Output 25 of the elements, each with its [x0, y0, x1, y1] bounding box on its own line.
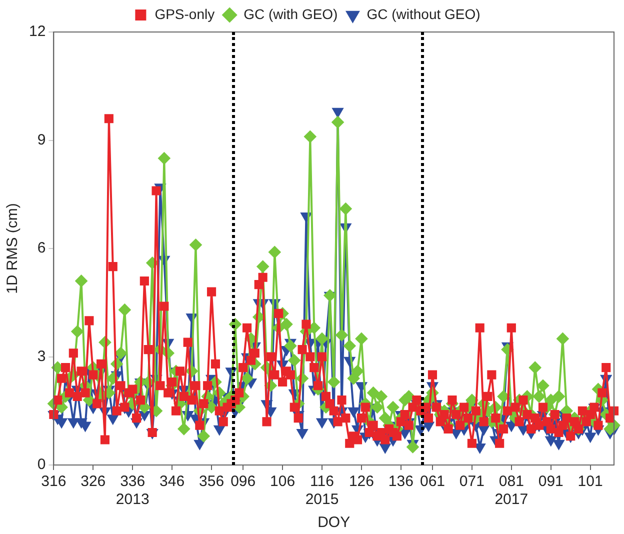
y-tick-label: 0 [37, 456, 46, 474]
x-tick-label: 346 [160, 473, 185, 490]
x-axis-title: DOY [318, 514, 350, 532]
legend-label: GPS-only [154, 6, 215, 22]
legend-label: GC (with GEO) [244, 6, 338, 22]
x-tick-label: 126 [348, 473, 374, 490]
y-tick-label: 6 [37, 240, 46, 257]
y-tick-label: 9 [37, 131, 46, 148]
y-tick-label: 3 [37, 348, 46, 365]
x-tick-label: 106 [270, 473, 296, 490]
y-tick-label: 12 [28, 23, 46, 40]
x-tick-label: 116 2015 [305, 473, 339, 508]
x-tick-label: 061 [420, 473, 446, 490]
x-tick-label: 096 [230, 473, 256, 490]
x-tick-label: 356 [199, 473, 224, 490]
x-tick-label: 091 [538, 473, 564, 490]
x-tick-label: 071 [459, 473, 484, 490]
x-tick-label: 326 [80, 473, 106, 490]
x-tick-label: 081 2017 [494, 473, 528, 508]
legend-label: GC (without GEO) [366, 6, 480, 22]
x-tick-label: 316 [41, 473, 66, 490]
x-tick-label: 136 [388, 473, 414, 490]
y-axis-title: 1D RMS (cm) [4, 203, 22, 294]
x-tick-label: 101 [578, 473, 603, 490]
x-tick-label: 336 2013 [116, 473, 150, 508]
